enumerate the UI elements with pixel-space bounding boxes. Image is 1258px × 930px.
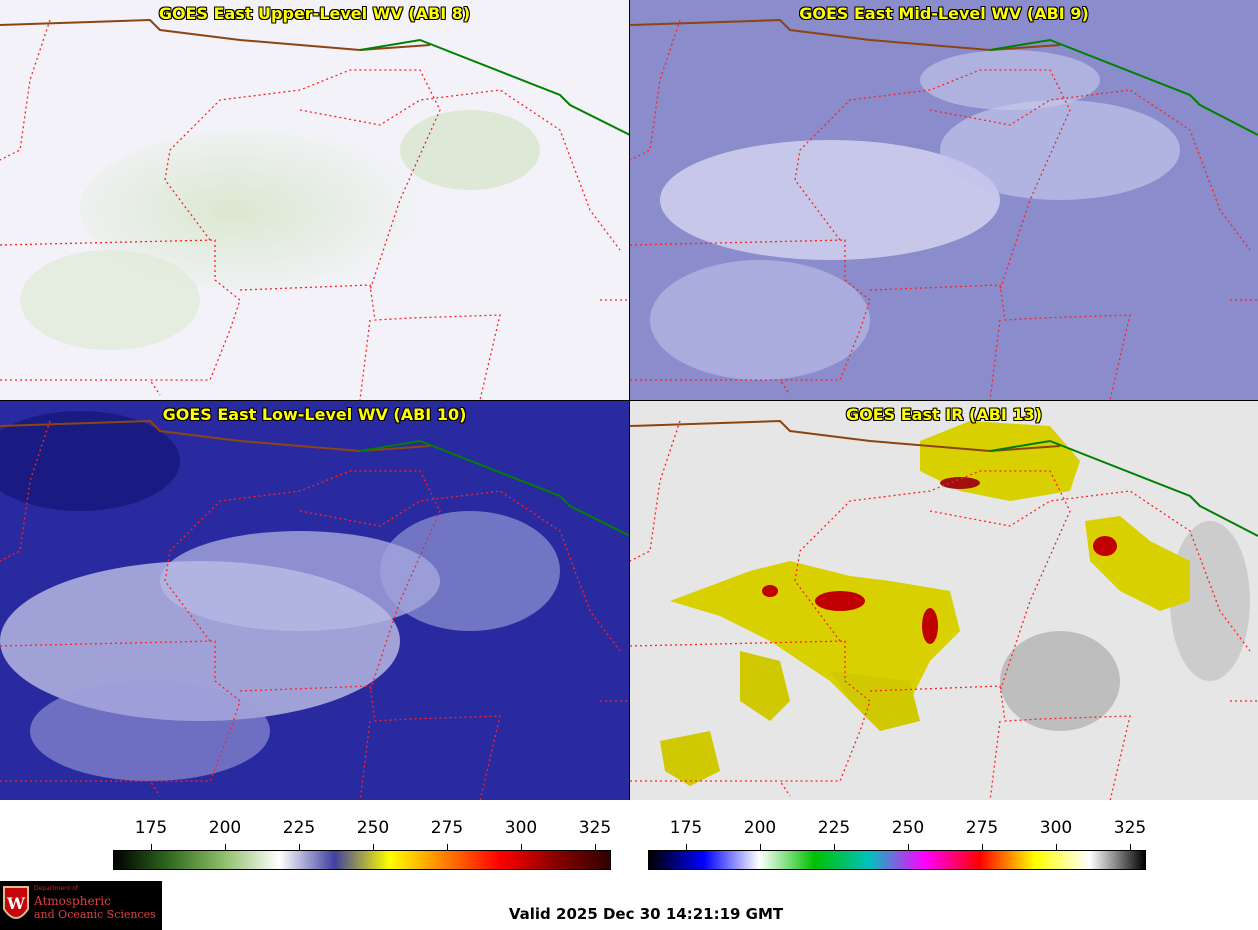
colorbar-tick-mark — [908, 844, 909, 850]
colorbar-tick-label: 250 — [356, 818, 390, 838]
colorbar-tick-mark — [1130, 844, 1131, 850]
colorbar-tick-mark — [982, 844, 983, 850]
wv-colorbar: 175 200 225 250 275 300 325 — [113, 808, 611, 878]
colorbar-tick-mark — [1056, 844, 1057, 850]
mid-level-wv-image — [630, 0, 1258, 400]
panel-title: GOES East Low-Level WV (ABI 10) — [162, 405, 467, 424]
colorbar-tick-label: 325 — [1113, 818, 1147, 838]
colorbar-tick-mark — [595, 844, 596, 850]
wv-colorbar-ticks: 175 200 225 250 275 300 325 — [113, 818, 611, 840]
wv-colorbar-gradient — [113, 850, 611, 870]
colorbar-tick-mark — [760, 844, 761, 850]
aos-logo: W Department of Atmospheric and Oceanic … — [0, 881, 162, 930]
upper-level-wv-image — [0, 0, 629, 400]
colorbar-tick-mark — [373, 844, 374, 850]
colorbar-tick-mark — [299, 844, 300, 850]
logo-line3: and Oceanic Sciences — [34, 908, 156, 921]
colorbar-tick-label: 225 — [817, 818, 851, 838]
colorbar-tick-label: 275 — [965, 818, 999, 838]
colorbar-tick-label: 250 — [891, 818, 925, 838]
mid-level-wv-panel: GOES East Mid-Level WV (ABI 9) — [630, 0, 1258, 400]
ir-colorbar: 175 200 225 250 275 300 325 — [648, 808, 1146, 878]
upper-level-wv-panel: GOES East Upper-Level WV (ABI 8) — [0, 0, 630, 400]
colorbar-tick-mark — [521, 844, 522, 850]
low-level-wv-image — [0, 401, 629, 800]
colorbar-tick-mark — [834, 844, 835, 850]
colorbar-tick-label: 275 — [430, 818, 464, 838]
ir-panel: GOES East IR (ABI 13) — [630, 400, 1258, 800]
panel-title: GOES East IR (ABI 13) — [845, 405, 1043, 424]
colorbar-tick-label: 200 — [208, 818, 242, 838]
ir-colorbar-gradient — [648, 850, 1146, 870]
logo-line1: Department of — [34, 885, 78, 892]
low-level-wv-panel: GOES East Low-Level WV (ABI 10) — [0, 400, 630, 800]
valid-time: Valid 2025 Dec 30 14:21:19 GMT — [508, 905, 784, 923]
ir-colorbar-ticks: 175 200 225 250 275 300 325 — [648, 818, 1146, 840]
colorbar-tick-label: 175 — [669, 818, 703, 838]
ir-image — [630, 401, 1258, 800]
colorbar-tick-label: 300 — [1039, 818, 1073, 838]
logo-line2: Atmospheric — [34, 894, 111, 908]
uw-crest-icon: W — [3, 886, 29, 919]
colorbar-tick-mark — [686, 844, 687, 850]
colorbar-tick-label: 175 — [134, 818, 168, 838]
colorbar-tick-label: 325 — [578, 818, 612, 838]
colorbar-tick-mark — [225, 844, 226, 850]
colorbar-tick-mark — [151, 844, 152, 850]
colorbar-tick-label: 300 — [504, 818, 538, 838]
panel-title: GOES East Upper-Level WV (ABI 8) — [158, 4, 471, 23]
colorbar-tick-label: 225 — [282, 818, 316, 838]
svg-text:W: W — [6, 894, 26, 913]
colorbar-tick-label: 200 — [743, 818, 777, 838]
panel-title: GOES East Mid-Level WV (ABI 9) — [799, 4, 1089, 23]
colorbar-tick-mark — [447, 844, 448, 850]
